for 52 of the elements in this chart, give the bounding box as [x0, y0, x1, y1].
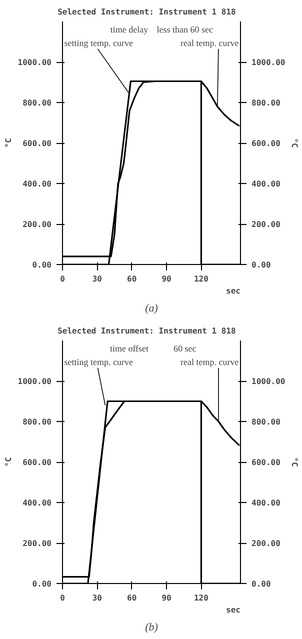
y2-axis-title: °C [290, 457, 300, 467]
annotation: setting temp. curve [64, 38, 133, 48]
y2-tick-label: 0.00 [252, 580, 271, 588]
y2-tick-label: 0.00 [252, 260, 271, 270]
y2-tick-label: 1000.00 [252, 377, 286, 386]
y-tick-label: 0.00 [32, 260, 52, 270]
x-tick-label: 90 [162, 594, 172, 602]
y-tick-label: 0.00 [32, 580, 52, 588]
x-tick-label: 30 [92, 594, 102, 602]
y2-tick-label: 400.00 [252, 498, 281, 508]
annotation: real temp. curve [180, 356, 239, 367]
y-tick-label: 1000.00 [18, 377, 52, 386]
text: (a) [145, 302, 158, 314]
y2-tick-label: 200.00 [252, 220, 281, 229]
annotation: time delay [110, 24, 149, 34]
text: (b) [145, 622, 158, 634]
y2-axis-title: °C [290, 138, 300, 148]
x-tick-label: 0 [60, 594, 66, 602]
y-axis-title: °C [4, 138, 13, 148]
y-tick-label: 1000.00 [18, 58, 52, 67]
annotation: less than 60 sec [156, 24, 214, 34]
chart-title: Selected Instrument: Instrument 1 818 [58, 8, 236, 16]
y2-tick-label: 200.00 [252, 539, 281, 548]
y-tick-label: 400.00 [22, 180, 52, 188]
y-axis-title: °C [4, 457, 13, 467]
annotation: real temp. curve [180, 38, 239, 48]
x-tick-label: 0 [60, 274, 66, 284]
y-tick-label: 600.00 [22, 139, 52, 148]
y-tick-label: 600.00 [22, 458, 52, 467]
y-tick-label: 400.00 [22, 498, 52, 508]
annotation: 60 sec [174, 344, 196, 354]
x-tick-label: 60 [127, 274, 137, 284]
y2-tick-label: 600.00 [252, 139, 281, 148]
y2-tick-label: 400.00 [252, 180, 281, 188]
x-axis-title: sec [226, 606, 241, 614]
x-tick-label: 120 [194, 274, 209, 284]
y2-tick-label: 800.00 [252, 98, 281, 108]
y-tick-label: 200.00 [22, 539, 52, 548]
annotation: time offset [110, 344, 150, 354]
y2-tick-label: 600.00 [252, 458, 281, 467]
annotation: setting temp. curve [64, 356, 133, 367]
x-tick-label: 30 [92, 274, 102, 284]
x-tick-label: 90 [162, 274, 172, 284]
y-tick-label: 800.00 [22, 418, 52, 426]
y-tick-label: 200.00 [22, 220, 52, 229]
x-tick-label: 60 [127, 594, 137, 602]
y2-tick-label: 1000.00 [252, 58, 286, 67]
x-axis-title: sec [226, 286, 241, 296]
x-tick-label: 120 [194, 594, 209, 602]
y2-tick-label: 800.00 [252, 418, 281, 426]
y-tick-label: 800.00 [22, 98, 52, 108]
chart-title: Selected Instrument: Instrument 1 818 [58, 326, 236, 336]
